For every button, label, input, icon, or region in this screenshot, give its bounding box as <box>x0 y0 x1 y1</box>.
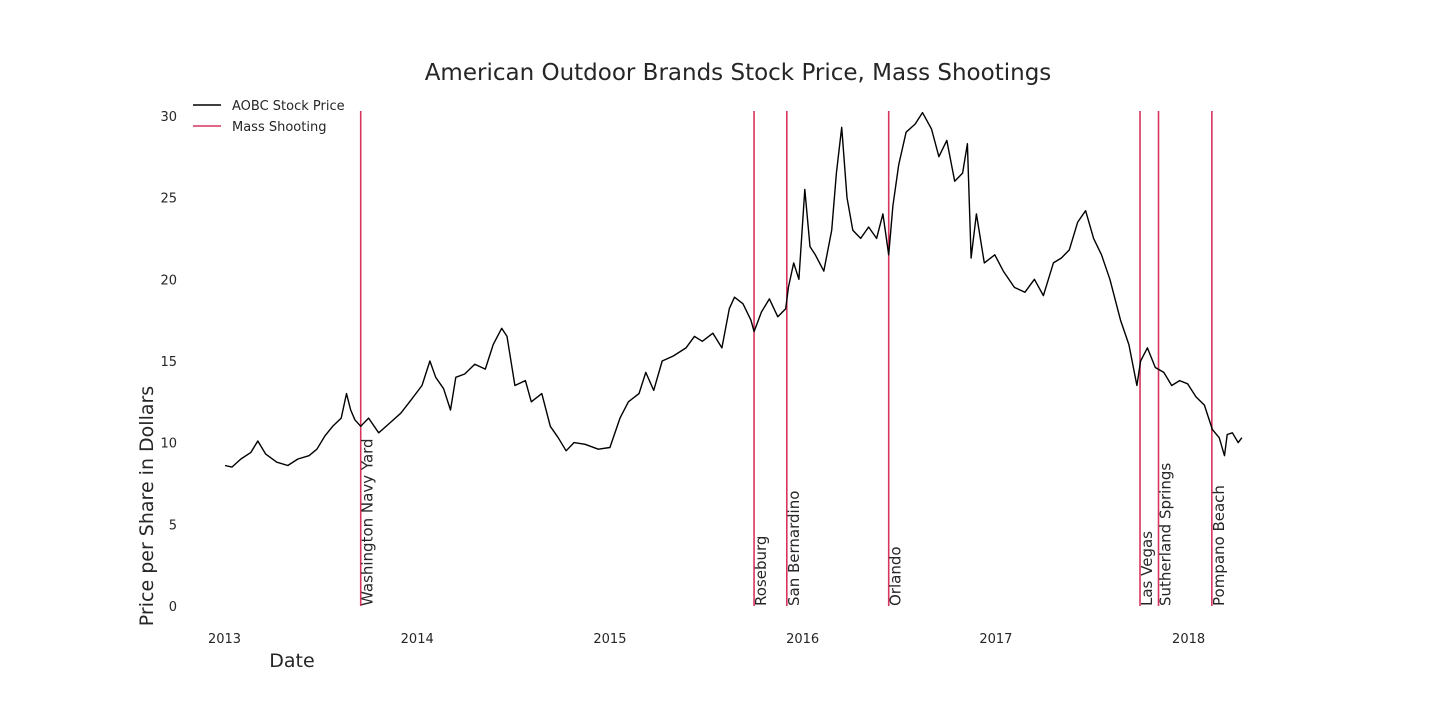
x-tick-label: 2017 <box>979 632 1012 647</box>
y-tick-label: 5 <box>169 518 177 533</box>
y-tick-label: 30 <box>160 110 177 125</box>
y-tick-label: 0 <box>169 600 177 615</box>
legend: AOBC Stock Price Mass Shooting <box>193 99 345 135</box>
x-tick-label: 2016 <box>786 632 819 647</box>
y-tick-label: 25 <box>160 192 177 207</box>
y-tick-label: 15 <box>160 355 177 370</box>
mass-shooting-label: Pompano Beach <box>1210 485 1228 606</box>
x-tick-label: 2013 <box>208 632 241 647</box>
x-tick-label: 2014 <box>401 632 434 647</box>
mass-shooting-label: San Bernardino <box>785 491 803 606</box>
legend-stock-price-label: AOBC Stock Price <box>232 99 345 114</box>
y-tick-label: 20 <box>160 273 177 288</box>
y-axis-label: Price per Share in Dollars <box>136 386 158 626</box>
mass-shooting-lines: Washington Navy Yard Roseburg San Bernardi… <box>359 111 1228 606</box>
x-tick-label: 2015 <box>593 632 626 647</box>
y-tick-labels: 0 5 10 15 20 25 30 <box>160 110 177 615</box>
x-tick-labels: 2013 2014 2015 2016 2017 2018 <box>208 632 1205 647</box>
mass-shooting-label: Sutherland Springs <box>1157 463 1175 606</box>
aobc-stock-price-line <box>224 111 1243 468</box>
mass-shooting-label: Las Vegas <box>1138 531 1156 606</box>
x-axis-label: Date <box>269 650 314 672</box>
chart-title: American Outdoor Brands Stock Price, Mas… <box>425 60 1052 86</box>
legend-mass-shooting-label: Mass Shooting <box>232 120 326 135</box>
y-tick-label: 10 <box>160 437 177 452</box>
mass-shooting-label: Orlando <box>887 546 905 606</box>
mass-shooting-label: Roseburg <box>752 536 770 606</box>
x-tick-label: 2018 <box>1172 632 1205 647</box>
mass-shooting-label: Washington Navy Yard <box>359 438 377 606</box>
